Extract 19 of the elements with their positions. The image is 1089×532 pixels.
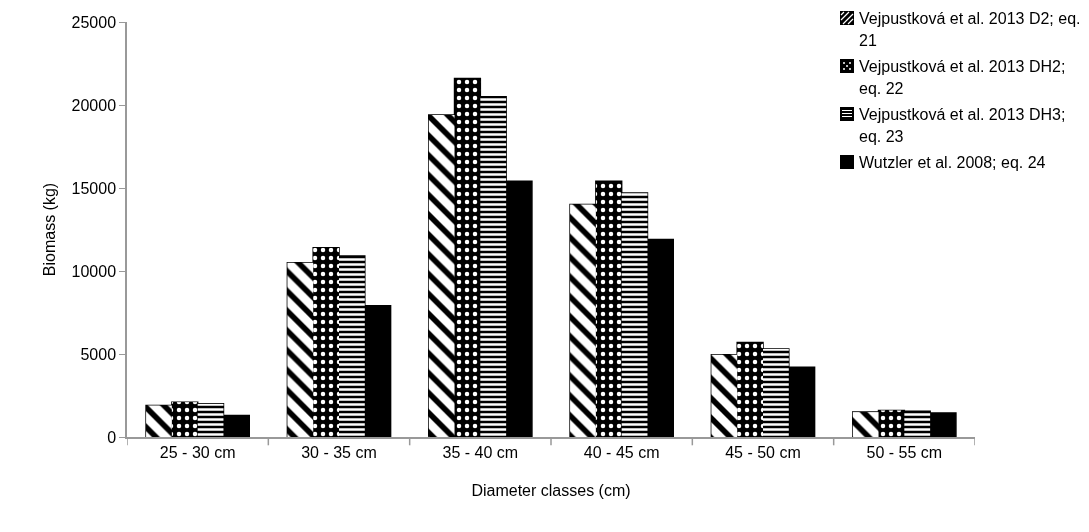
x-tick-label: 40 - 45 cm: [583, 443, 660, 461]
legend-label: Vejpustková et al. 2013 DH3; eq. 23: [859, 105, 1067, 147]
x-tick-label: 35 - 40 cm: [442, 443, 519, 461]
y-axis-title: Biomass (kg): [40, 182, 58, 277]
x-tick-label: 25 - 30 cm: [159, 443, 236, 461]
x-tick-label: 30 - 35 cm: [301, 443, 377, 461]
legend-label: Vejpustková et al. 2013 D2; eq. 21: [859, 9, 1082, 51]
y-tick-label: 0: [107, 428, 117, 446]
y-tick-label: 15000: [71, 179, 117, 197]
y-tick-label: 5000: [80, 345, 117, 363]
legend-label: Wutzler et al. 2008; eq. 24: [859, 153, 1047, 173]
x-tick-label: 50 - 55 cm: [866, 443, 943, 461]
y-tick-label: 10000: [71, 262, 117, 280]
y-tick-label: 20000: [71, 96, 117, 114]
bar: [929, 412, 957, 437]
y-tick-label: 25000: [71, 13, 117, 31]
legend-label: Vejpustková et al. 2013 DH2; eq. 22: [859, 57, 1067, 99]
x-tick-label: 45 - 50 cm: [725, 443, 801, 461]
x-axis-title: Diameter classes (cm): [471, 482, 631, 500]
